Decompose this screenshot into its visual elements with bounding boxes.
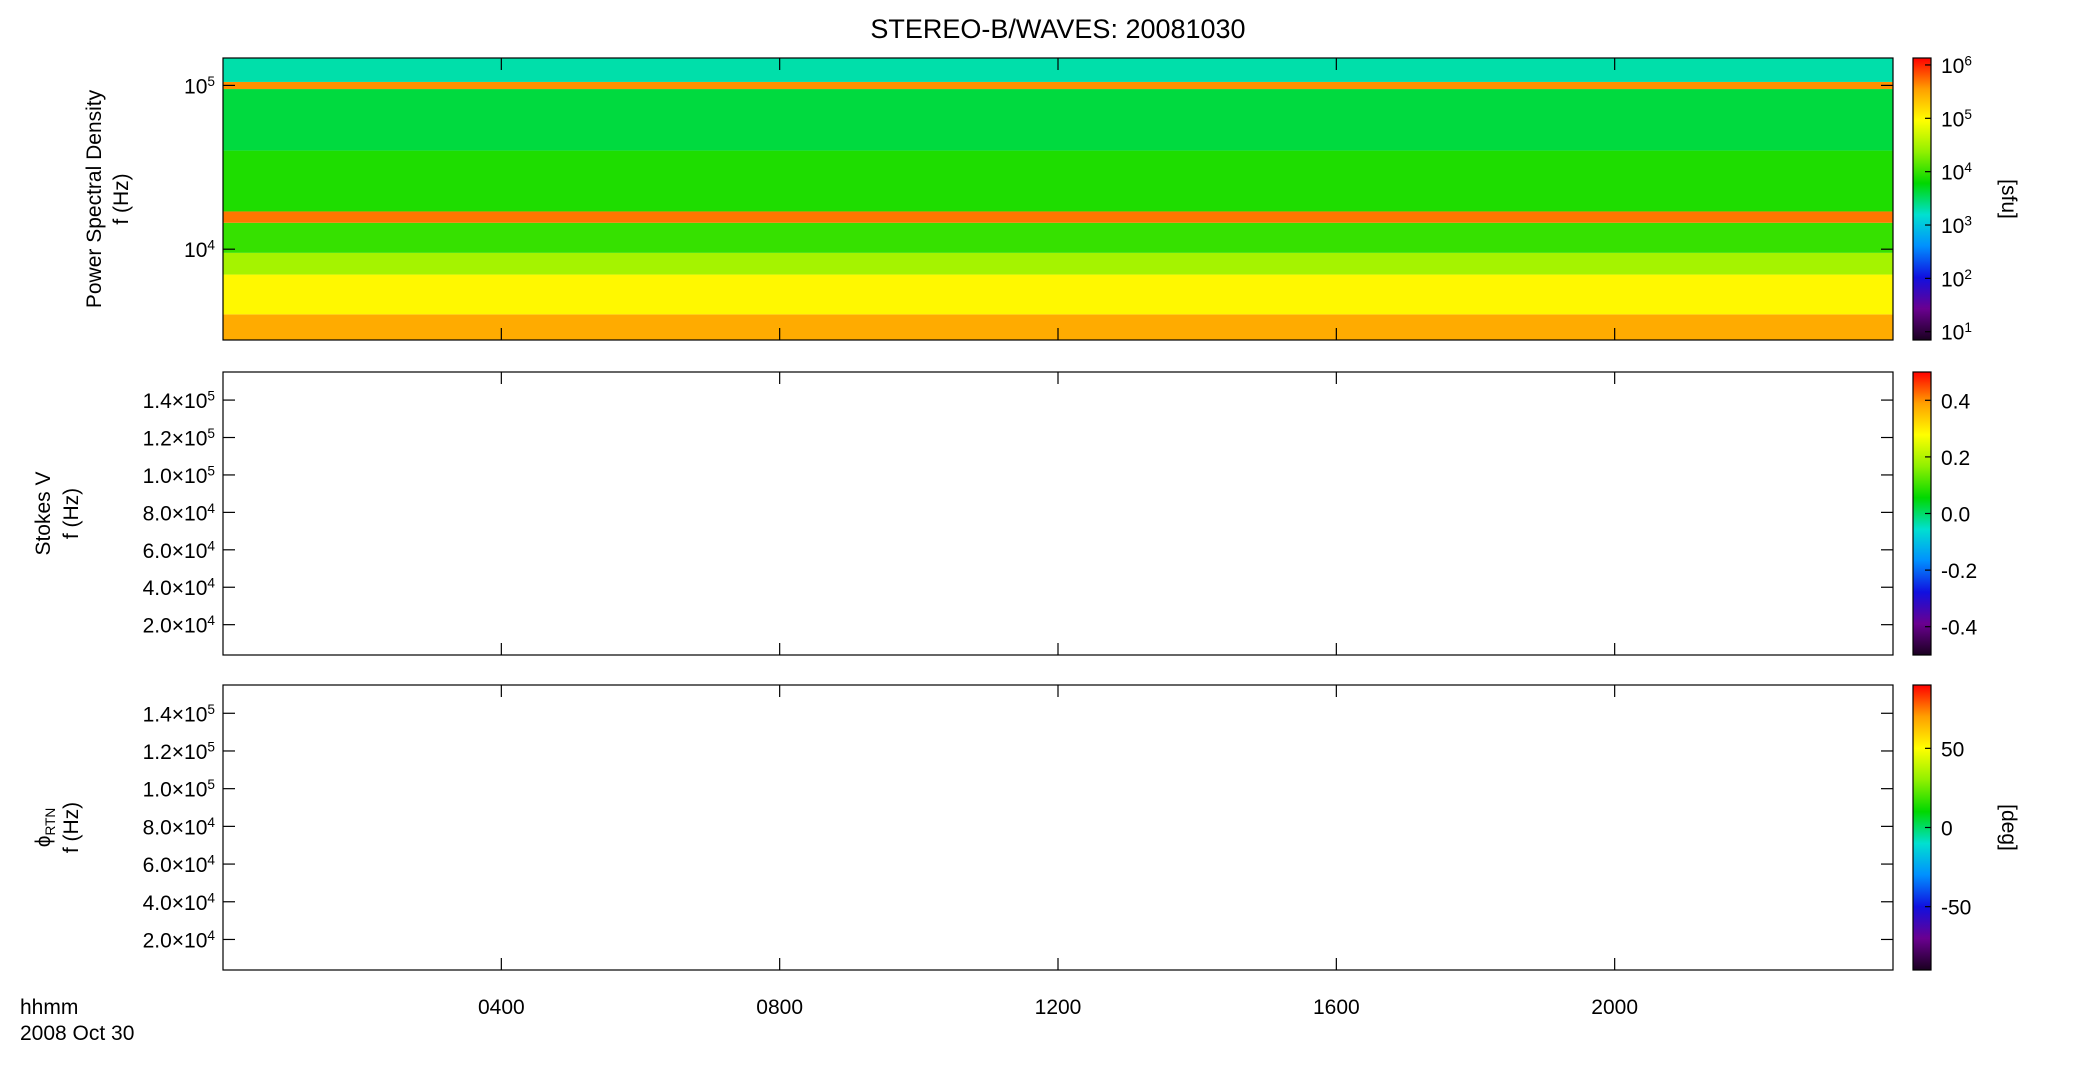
y-tick-label: 1.2×105 (143, 739, 216, 764)
y-axis-label: ϕRTN (32, 808, 58, 848)
colorbar-label: [sfu] (1997, 179, 2020, 219)
colorbar (1912, 57, 1932, 341)
y-tick-label: 2.0×104 (143, 928, 216, 953)
y-tick-label: 1.0×105 (143, 463, 216, 488)
y-tick-label: 1.2×105 (143, 426, 216, 451)
colorbar-tick-label: 0.4 (1941, 390, 1971, 413)
y-axis-label: f (Hz) (60, 802, 83, 853)
heatmap-cell (223, 81, 1893, 90)
colorbar-tick-label: -0.2 (1941, 560, 1977, 583)
heatmap-cell (223, 211, 1893, 223)
x-axis-label: hhmm (20, 996, 78, 1019)
y-tick-label: 4.0×104 (143, 890, 216, 915)
plot-frame (222, 371, 1894, 656)
colorbar-tick-label: 104 (1941, 160, 1972, 185)
x-tick-label: 0800 (756, 996, 803, 1019)
y-axis-label: f (Hz) (60, 488, 83, 539)
colorbar-tick-label: 50 (1941, 738, 1964, 761)
y-tick-label: 8.0×104 (143, 815, 216, 840)
y-axis-label: f (Hz) (110, 173, 133, 224)
y-tick-label: 1.4×105 (143, 389, 216, 414)
y-axis-label: Stokes V (32, 471, 55, 555)
y-tick-label: 6.0×104 (143, 853, 216, 878)
colorbar-tick-label: -0.4 (1941, 617, 1978, 640)
y-tick-label: 1.0×105 (143, 777, 216, 802)
colorbar-label: [deg] (1997, 804, 2020, 851)
y-tick-label: 1.4×105 (143, 702, 216, 727)
colorbar-tick-label: 0.0 (1941, 504, 1970, 527)
y-axis-label: Power Spectral Density (83, 89, 106, 308)
chart-title: STEREO-B/WAVES: 20081030 (870, 14, 1245, 44)
plot-frame (222, 684, 1894, 971)
x-tick-label: 1200 (1035, 996, 1082, 1019)
heatmap-cell (223, 150, 1893, 212)
y-tick-label: 4.0×104 (143, 576, 216, 601)
colorbar-tick-label: 102 (1941, 267, 1972, 292)
colorbar-tick-label: 103 (1941, 214, 1972, 239)
heatmap-cell (223, 274, 1893, 315)
colorbar-tick-label: 106 (1941, 53, 1972, 78)
colorbar-tick-label: -50 (1941, 897, 1971, 920)
heatmap-cell (223, 89, 1893, 151)
y-tick-label: 6.0×104 (143, 538, 216, 563)
x-tick-label: 2000 (1591, 996, 1638, 1019)
colorbar-tick-label: 101 (1941, 320, 1972, 345)
x-tick-label: 1600 (1313, 996, 1360, 1019)
y-tick-label: 2.0×104 (143, 613, 216, 638)
y-tick-label: 104 (184, 238, 215, 263)
heatmap-cell (223, 222, 1893, 253)
y-tick-label: 105 (184, 74, 215, 99)
x-axis-label: 2008 Oct 30 (20, 1022, 134, 1045)
colorbar-tick-label: 0 (1941, 818, 1953, 841)
heatmap-cell (223, 252, 1893, 275)
colorbar-tick-label: 0.2 (1941, 447, 1970, 470)
y-tick-label: 8.0×104 (143, 501, 216, 526)
x-tick-label: 0400 (478, 996, 525, 1019)
colorbar-tick-label: 105 (1941, 107, 1972, 132)
